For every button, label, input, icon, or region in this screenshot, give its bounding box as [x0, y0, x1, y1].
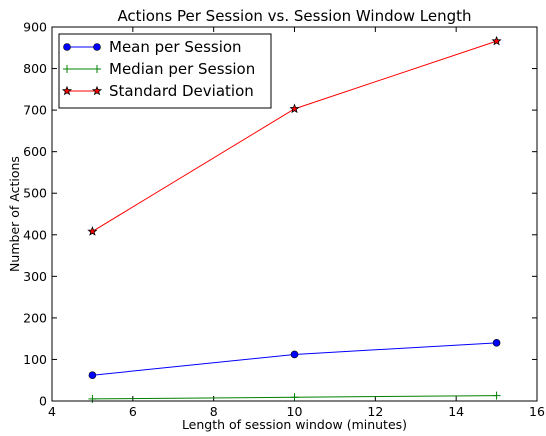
- y-axis-label: Number of Actions: [7, 156, 22, 272]
- legend-marker-2-a: [61, 85, 73, 96]
- data-point-s2-2: [491, 35, 502, 46]
- y-tick-label: 900: [23, 20, 47, 35]
- legend-label-0: Mean per Session: [109, 38, 242, 56]
- x-tick-label: 6: [129, 404, 137, 419]
- legend-marker-2-b: [91, 85, 103, 96]
- x-tick-label: 12: [367, 404, 383, 419]
- y-tick-label: 500: [23, 186, 47, 201]
- y-tick-label: 800: [23, 61, 47, 76]
- x-axis-label: Length of session window (minutes): [182, 417, 407, 432]
- x-tick-label: 4: [48, 404, 56, 419]
- data-point-s2-1: [289, 103, 300, 114]
- data-point-s1-0: [88, 394, 97, 403]
- y-tick-label: 400: [23, 227, 47, 242]
- x-tick-label: 10: [287, 404, 303, 419]
- legend: Mean per Session Median per Session Standa…: [58, 33, 272, 109]
- y-tick-label: 100: [23, 352, 47, 367]
- data-point-s0-2: [492, 339, 501, 347]
- y-tick-label: 600: [23, 144, 47, 159]
- x-tick-label: 16: [529, 404, 545, 419]
- data-point-s1-1: [290, 393, 299, 402]
- data-point-s0-1: [290, 350, 299, 359]
- legend-marker-1-a: [63, 65, 71, 73]
- legend-marker-1-b: [93, 65, 101, 73]
- legend-label-2: Standard Deviation: [109, 82, 254, 100]
- x-tick-label: 8: [210, 404, 218, 419]
- plot-area: 4 6 8 10 12 14 16 0 100 200 300 400 500 600 700 800 900 M…: [23, 20, 545, 420]
- y-tick-label: 200: [23, 310, 47, 325]
- y-tick-label: 300: [23, 269, 47, 284]
- data-point-s1-2: [492, 391, 501, 400]
- x-tick-label: 14: [448, 404, 464, 419]
- data-point-s0-0: [88, 371, 97, 380]
- legend-marker-0-b: [93, 43, 101, 51]
- plot-frame: [51, 26, 538, 402]
- legend-marker-0-a: [63, 43, 71, 51]
- y-tick-label: 700: [23, 103, 47, 118]
- legend-label-1: Median per Session: [109, 60, 255, 78]
- data-point-s2-0: [87, 226, 98, 236]
- y-tick-label: 0: [39, 394, 47, 409]
- chart-title: Actions Per Session vs. Session Window L…: [117, 7, 471, 25]
